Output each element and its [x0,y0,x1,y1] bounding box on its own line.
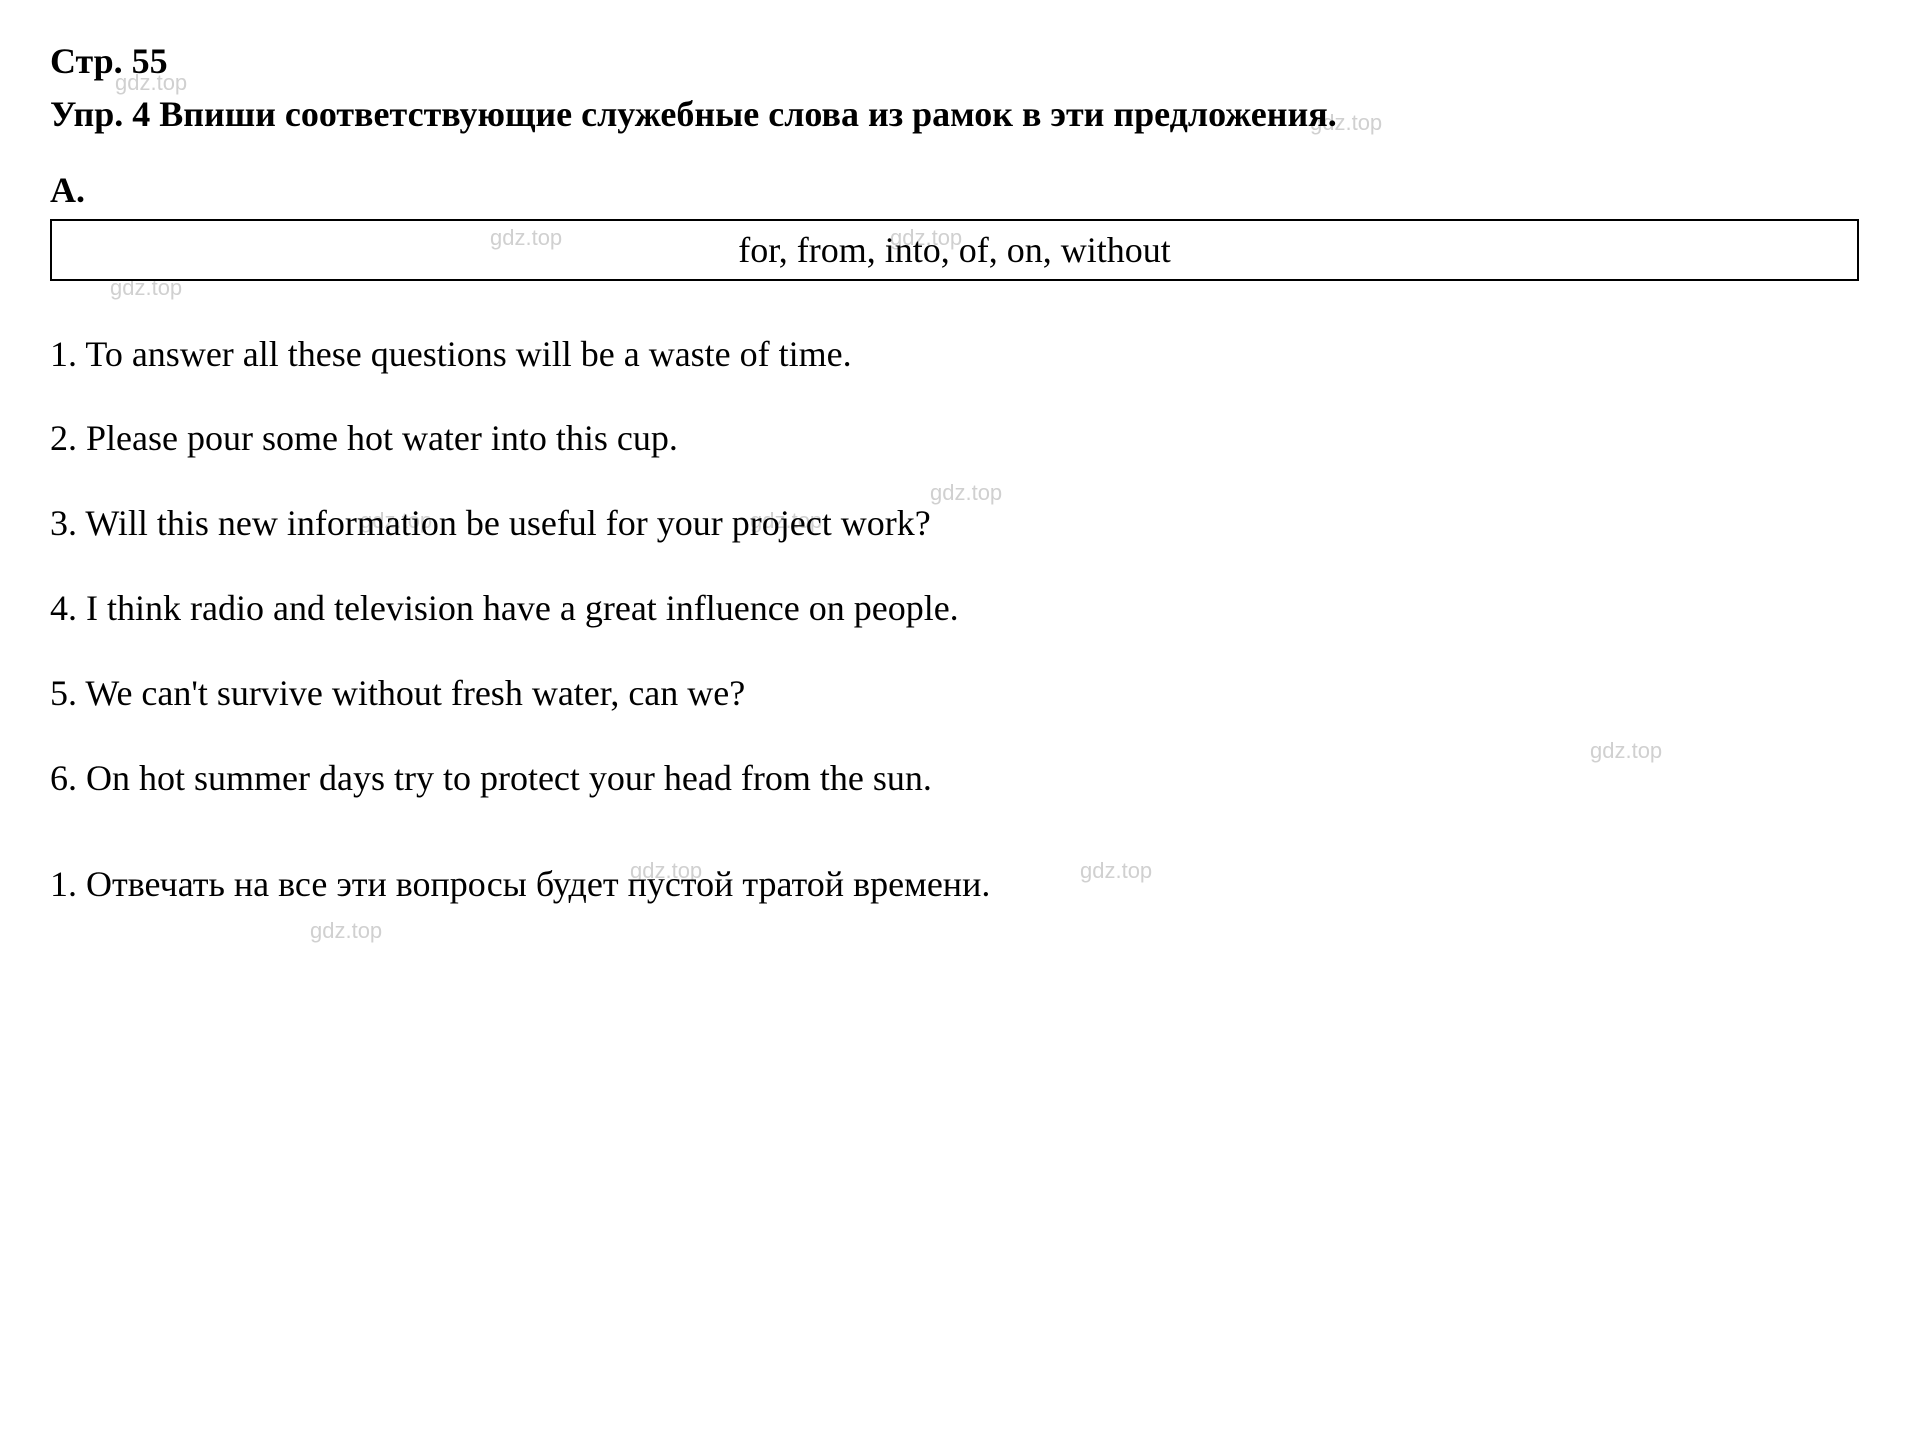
sentence-3: 3. Will this new information be useful f… [50,500,1859,547]
sentence-2: 2. Please pour some hot water into this … [50,415,1859,462]
sentence-1: 1. To answer all these questions will be… [50,331,1859,378]
sentence-4: 4. I think radio and television have a g… [50,585,1859,632]
sentence-6: 6. On hot summer days try to protect you… [50,755,1859,802]
word-box: for, from, into, of, on, without [50,219,1859,281]
exercise-title: Упр. 4 Впиши соответствующие служебные с… [50,90,1859,139]
translation-1: 1. Отвечать на все эти вопросы будет пус… [50,861,1859,908]
watermark: gdz.top [310,918,382,944]
translation-list: 1. Отвечать на все эти вопросы будет пус… [50,861,1859,908]
sentence-list: 1. To answer all these questions will be… [50,331,1859,802]
section-label: A. [50,169,1859,211]
sentence-5: 5. We can't survive without fresh water,… [50,670,1859,717]
page-number: Стр. 55 [50,40,1859,82]
